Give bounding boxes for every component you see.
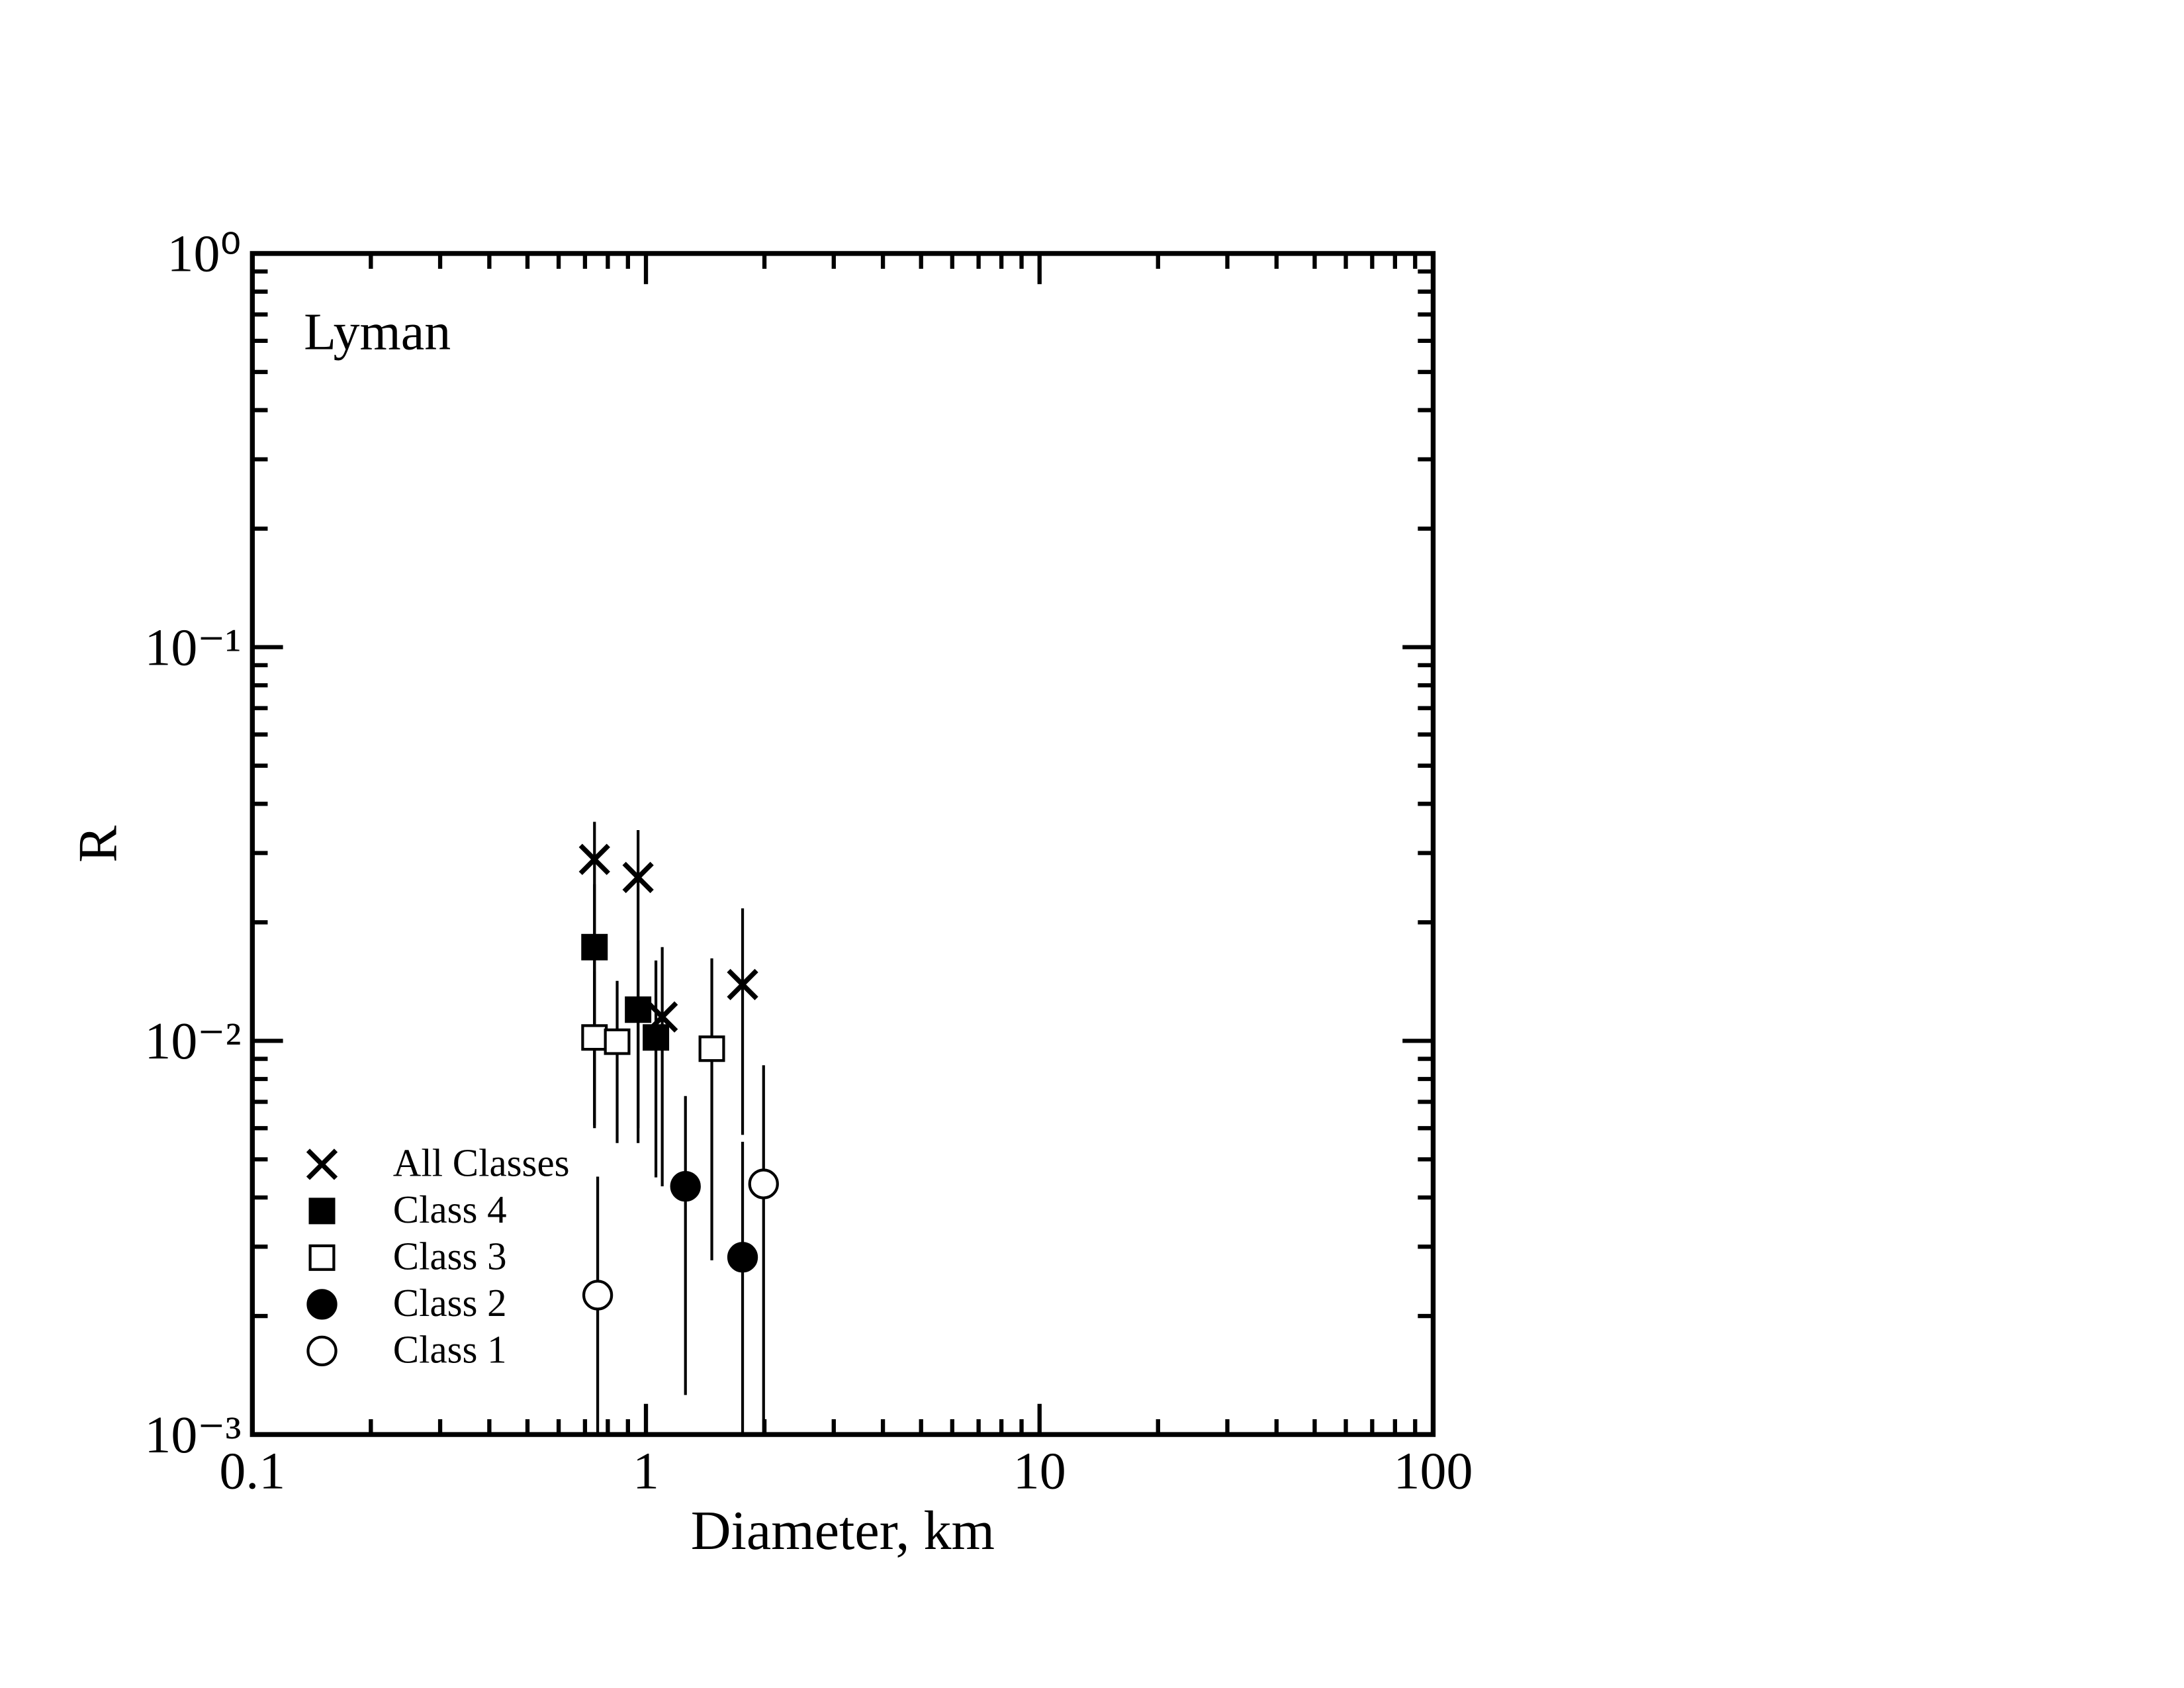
marker-square <box>625 996 652 1023</box>
y-axis-label: R <box>68 825 129 863</box>
legend-label: Class 2 <box>393 1282 507 1325</box>
marker-circle <box>748 1168 779 1199</box>
legend-item: Class 3 <box>308 1235 507 1278</box>
x-tick-label: 0.1 <box>219 1442 285 1501</box>
legend-item: Class 4 <box>308 1188 507 1231</box>
x-axis-label: Diameter, km <box>691 1500 995 1562</box>
marker-square <box>581 933 608 961</box>
marker-x <box>306 1149 338 1180</box>
legend-item: Class 1 <box>306 1329 507 1372</box>
annotation: Lyman <box>304 303 451 361</box>
marker-stroke <box>622 861 654 894</box>
y-tick-label: 10⁻¹ <box>144 618 241 677</box>
x-tick-label: 10 <box>1013 1442 1066 1501</box>
legend-label: Class 4 <box>393 1188 507 1231</box>
marker-square <box>698 1035 725 1062</box>
marker-square <box>308 1197 336 1225</box>
marker-circle <box>306 1335 338 1366</box>
marker-circle <box>670 1171 701 1202</box>
plot-frame <box>250 251 1436 1437</box>
marker-circle <box>727 1242 758 1273</box>
marker-x <box>647 1001 678 1033</box>
y-tick-label: 10⁰ <box>167 225 241 283</box>
legend-label: All Classes <box>393 1142 570 1185</box>
marker-stroke <box>727 968 758 1000</box>
marker-square <box>308 1244 336 1271</box>
x-tick-label: 100 <box>1394 1442 1473 1501</box>
marker-circle <box>306 1289 338 1320</box>
marker-x <box>727 968 758 1000</box>
marker-circle <box>582 1280 614 1311</box>
legend-label: Class 1 <box>393 1329 507 1372</box>
marker-square <box>604 1028 631 1055</box>
legend-item: Class 2 <box>306 1282 507 1325</box>
x-tick-label: 1 <box>633 1442 659 1501</box>
marker-x <box>578 843 610 875</box>
marker-x <box>622 861 654 894</box>
marker-stroke <box>647 1001 678 1033</box>
legend-item: All Classes <box>306 1142 570 1185</box>
y-tick-label: 10⁻³ <box>144 1406 241 1464</box>
marker-stroke <box>306 1149 338 1180</box>
marker-stroke <box>578 843 610 875</box>
marker-square <box>581 1024 608 1051</box>
legend-label: Class 3 <box>393 1235 507 1278</box>
y-tick-label: 10⁻² <box>144 1012 241 1070</box>
